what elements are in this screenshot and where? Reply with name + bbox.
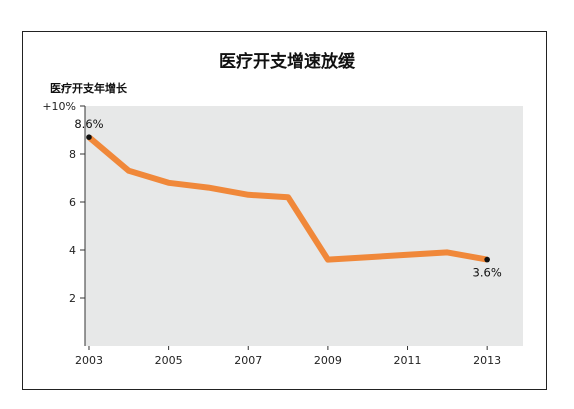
series-line xyxy=(87,134,488,263)
y-axis-label: 医疗开支年增长 xyxy=(50,82,127,95)
axes: 2 4 6 8 +10% 2003 2005 2007 2009 2011 2013 xyxy=(42,100,501,367)
x-tick-label: 2011 xyxy=(394,354,422,367)
y-tick-label: 6 xyxy=(69,196,76,209)
data-label: 8.6% xyxy=(74,117,103,131)
x-tick-label: 2009 xyxy=(314,354,342,367)
series-group xyxy=(87,134,488,263)
labels-group: 8.6% 3.6% xyxy=(74,117,501,279)
x-tick-label: 2003 xyxy=(75,354,103,367)
chart-frame xyxy=(22,31,547,390)
x-tick-label: 2013 xyxy=(473,354,501,367)
data-label: 3.6% xyxy=(473,266,502,280)
y-tick-label: +10% xyxy=(42,100,76,113)
data-point-marker xyxy=(86,134,92,140)
y-tick-label: 8 xyxy=(69,148,76,161)
x-tick-label: 2007 xyxy=(234,354,262,367)
y-tick-label: 4 xyxy=(69,244,76,257)
chart-title: 医疗开支增速放缓 xyxy=(219,52,355,72)
x-tick-label: 2005 xyxy=(155,354,183,367)
data-point-marker xyxy=(484,256,490,263)
y-tick-label: 2 xyxy=(69,292,76,305)
